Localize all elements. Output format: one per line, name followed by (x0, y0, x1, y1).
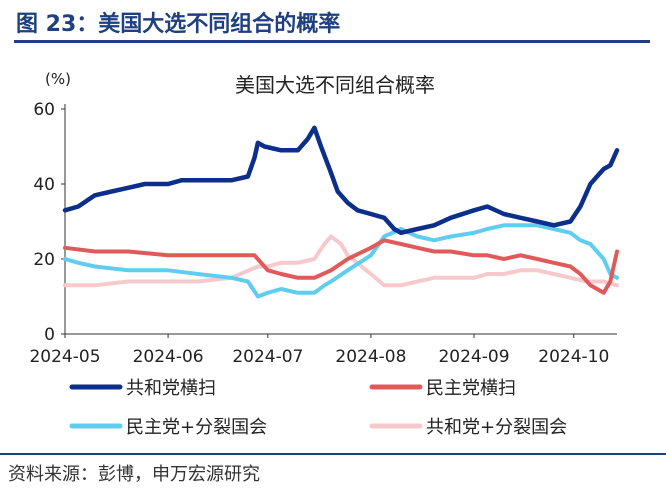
source-rule (0, 453, 666, 455)
series-line-4 (63, 234, 619, 288)
y-unit-label: (%) (45, 70, 71, 88)
source-note: 资料来源：彭博，申万宏源研究 (8, 464, 260, 485)
figure-title: 图 23：美国大选不同组合的概率 (16, 12, 341, 37)
x-tick-label: 2024-05 (29, 347, 100, 367)
chart-title: 美国大选不同组合概率 (235, 73, 435, 97)
y-tick-label: 60 (33, 100, 55, 120)
x-tick-label: 2024-08 (335, 347, 406, 367)
y-tick-label: 20 (33, 250, 55, 270)
series-lines (62, 125, 620, 299)
legend-label-4: 共和党+分裂国会 (426, 417, 567, 438)
legend-label-1: 共和党横扫 (126, 378, 216, 399)
y-tick-label: 0 (44, 325, 55, 345)
y-tick-label: 40 (33, 175, 55, 195)
axis-ticks: 0 20 40 60 2024-05 2024-06 2024-07 2024-08 2024-… (29, 100, 609, 367)
legend-label-2: 民主党横扫 (426, 378, 516, 399)
series-line-3 (63, 223, 619, 299)
series-line-1 (62, 125, 620, 236)
series-line-2 (63, 238, 619, 295)
title-rule (14, 40, 650, 43)
x-tick-label: 2024-09 (438, 347, 509, 367)
x-tick-label: 2024-10 (538, 347, 609, 367)
x-tick-label: 2024-07 (232, 347, 303, 367)
legend-label-3: 民主党+分裂国会 (126, 417, 267, 438)
probability-line-chart: 美国大选不同组合概率 (%) 0 20 40 60 2024-05 2024-06 2024… (29, 70, 620, 438)
x-tick-label: 2024-06 (133, 347, 204, 367)
